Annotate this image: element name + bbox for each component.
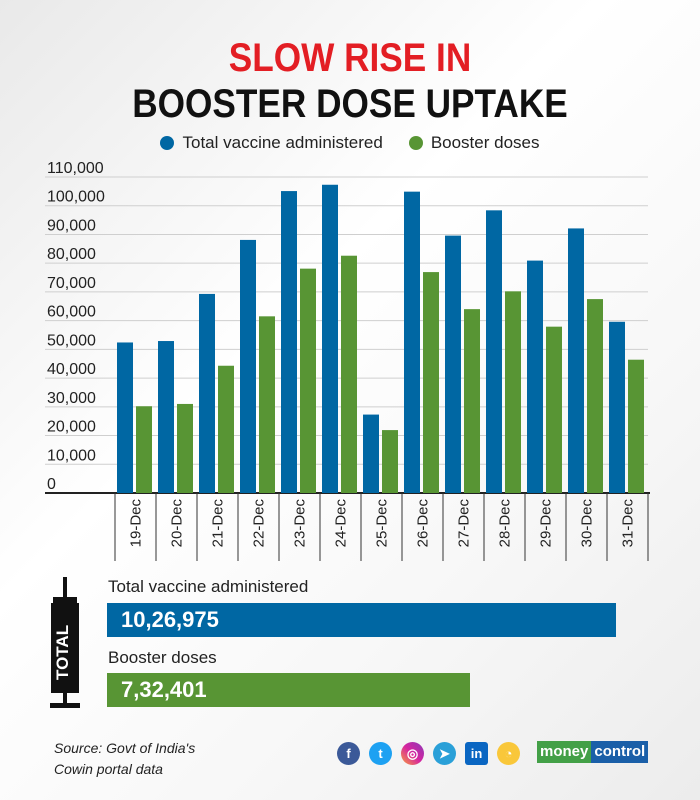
total-bar-27-Dec [445,235,461,493]
y-tick-label: 0 [47,476,56,493]
legend-label-total: Total vaccine administered [182,133,383,152]
y-tick-label: 50,000 [47,332,96,349]
y-tick-label: 10,000 [47,447,96,464]
twitter-icon[interactable]: t [369,742,392,765]
legend-label-booster: Booster doses [430,133,540,152]
x-tick-label: 20-Dec [169,499,186,548]
y-tick-label: 100,000 [47,189,105,206]
y-tick-label: 60,000 [47,304,96,321]
booster-bar-27-Dec [464,309,480,493]
legend: Total vaccine administered Booster doses [0,133,700,153]
total-label: TOTAL [53,624,72,680]
source-note: Source: Govt of India's Cowin portal dat… [54,738,195,780]
y-tick-label: 30,000 [47,390,96,407]
total-bar-31-Dec [609,321,625,493]
total-vaccine-bar: 10,26,975 [107,603,616,637]
x-tick-label: 22-Dec [251,499,268,548]
x-tick-label: 23-Dec [292,499,309,548]
social-icons: f t ◎ ➤ in ◔ [337,742,520,765]
telegram-icon[interactable]: ➤ [433,742,456,765]
bar-chart: 0 10,000 20,000 30,000 40,000 50,000 60,000 70,… [45,160,650,561]
syringe-top [53,597,77,603]
booster-bar-23-Dec [300,268,316,493]
syringe-plunger-base [50,703,80,708]
total-bar-20-Dec [158,341,174,493]
total-bar-30-Dec [568,228,584,493]
booster-bar-30-Dec [587,299,603,493]
total-bar-25-Dec [363,414,379,493]
x-tick-label: 21-Dec [210,499,227,548]
y-tick-label: 80,000 [47,246,96,263]
booster-bar-20-Dec [177,403,193,493]
linkedin-icon[interactable]: in [465,742,488,765]
y-tick-label: 90,000 [47,217,96,234]
facebook-icon[interactable]: f [337,742,360,765]
instagram-icon[interactable]: ◎ [401,742,424,765]
legend-swatch-booster [408,136,423,150]
syringe-barrel [51,603,79,693]
logo-part-2: control [591,741,649,763]
total-bar-24-Dec [322,184,338,494]
x-tick-label: 27-Dec [456,499,473,548]
x-tick-label: 30-Dec [579,499,596,548]
booster-bar-29-Dec [546,326,562,493]
x-tick-label: 31-Dec [620,499,637,548]
syringe-needle [63,577,67,597]
booster-bar-24-Dec [341,255,357,493]
total-bar-21-Dec [199,293,215,493]
x-tick-label: 24-Dec [333,499,350,548]
total-vaccine-label: Total vaccine administered [108,577,309,596]
y-tick-label: 110,000 [47,160,104,177]
total-bar-28-Dec [486,210,502,493]
booster-bar-21-Dec [218,365,234,493]
legend-item-total: Total vaccine administered [160,133,383,153]
x-tick-label: 29-Dec [538,499,555,548]
koo-icon[interactable]: ◔ [497,742,520,765]
total-bar-22-Dec [240,239,256,493]
booster-label: Booster doses [108,648,217,667]
booster-bar-25-Dec [382,430,398,493]
booster-bar-22-Dec [259,316,275,493]
x-tick-label: 26-Dec [415,499,432,548]
y-tick-label: 40,000 [47,361,96,378]
booster-bar-31-Dec [628,359,644,493]
moneycontrol-logo: money control [537,741,649,763]
booster-bar-28-Dec [505,291,521,493]
y-tick-label: 70,000 [47,275,96,292]
source-line-2: Cowin portal data [54,761,163,777]
x-tick-label: 28-Dec [497,499,514,548]
source-line-1: Source: Govt of India's [54,740,196,756]
total-bar-23-Dec [281,191,297,494]
legend-item-booster: Booster doses [408,133,540,153]
x-tick-label: 19-Dec [128,499,145,548]
syringe-plunger [63,693,67,703]
booster-bar-19-Dec [136,406,152,493]
legend-swatch-total [160,136,175,150]
total-bar-29-Dec [527,260,543,493]
x-tick-label: 25-Dec [374,499,391,548]
y-tick-label: 20,000 [47,419,96,436]
total-bar-19-Dec [117,342,133,493]
booster-bar: 7,32,401 [107,673,470,707]
logo-part-1: money [537,741,592,763]
total-bar-26-Dec [404,191,420,493]
title-line-1: SLOW RISE IN [228,36,472,80]
booster-bar-26-Dec [423,272,439,493]
title-line-2: BOOSTER DOSE UPTAKE [132,82,568,126]
